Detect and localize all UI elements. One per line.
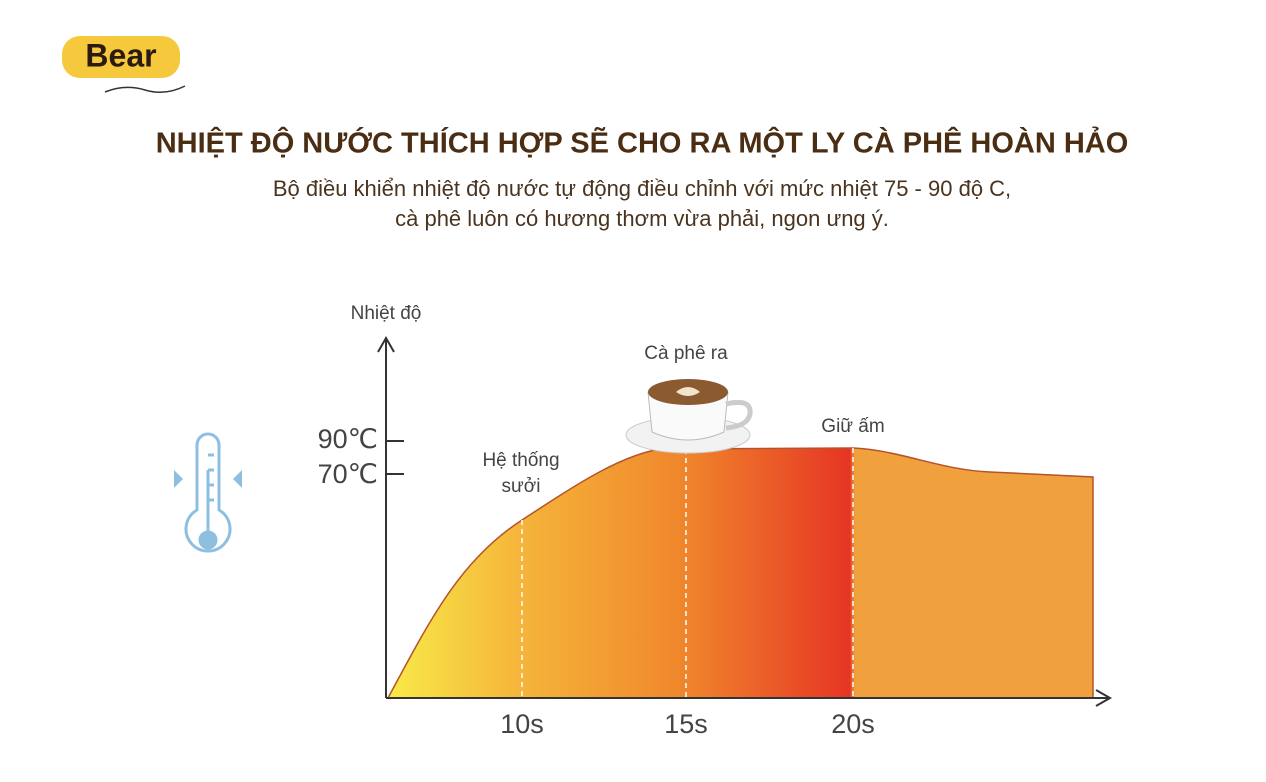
title: NHIỆT ĐỘ NƯỚC THÍCH HỢP SẼ CHO RA MỘT LY… xyxy=(156,126,1129,160)
temperature-area xyxy=(386,447,1094,699)
annotation: Hệ thống xyxy=(482,450,559,471)
x-label: 20s xyxy=(831,709,875,739)
annotation: Giữ ấm xyxy=(821,416,884,437)
axes xyxy=(377,335,1113,707)
x-label: 10s xyxy=(500,709,544,739)
logo-text: Bear xyxy=(85,37,156,73)
subtitle: Bộ điều khiển nhiệt độ nước tự động điều… xyxy=(273,176,1011,201)
guides xyxy=(521,448,854,698)
subtitle: cà phê luôn có hương thơm vừa phải, ngon… xyxy=(395,206,889,231)
x-label: 15s xyxy=(664,709,708,739)
y-label: 70℃ xyxy=(318,459,378,489)
annotation: Cà phê ra xyxy=(644,343,728,364)
thermometer-icon xyxy=(174,432,242,553)
axis-label: Nhiệt độ xyxy=(351,303,422,324)
y-label: 90℃ xyxy=(318,424,378,454)
annotation: sưởi xyxy=(502,476,541,497)
coffee-cup xyxy=(625,379,753,454)
logo: Bear xyxy=(62,36,186,93)
